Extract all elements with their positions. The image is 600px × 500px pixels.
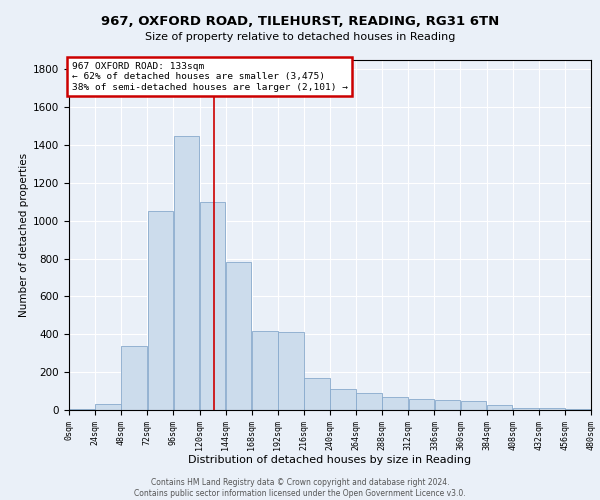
Bar bbox=[69, 409, 95, 410]
Bar bbox=[461, 402, 487, 410]
Bar bbox=[434, 400, 460, 410]
X-axis label: Distribution of detached houses by size in Reading: Distribution of detached houses by size … bbox=[188, 456, 472, 466]
Bar bbox=[409, 398, 434, 410]
Bar bbox=[356, 393, 382, 410]
Bar bbox=[252, 330, 278, 410]
Bar bbox=[278, 332, 304, 410]
Bar bbox=[330, 389, 356, 410]
Text: 967, OXFORD ROAD, TILEHURST, READING, RG31 6TN: 967, OXFORD ROAD, TILEHURST, READING, RG… bbox=[101, 15, 499, 28]
Bar bbox=[173, 136, 199, 410]
Bar bbox=[487, 404, 512, 410]
Bar bbox=[539, 408, 565, 410]
Bar bbox=[565, 409, 591, 410]
Bar bbox=[382, 397, 408, 410]
Bar bbox=[513, 408, 539, 410]
Bar bbox=[200, 202, 226, 410]
Text: 967 OXFORD ROAD: 133sqm
← 62% of detached houses are smaller (3,475)
38% of semi: 967 OXFORD ROAD: 133sqm ← 62% of detache… bbox=[71, 62, 347, 92]
Bar bbox=[226, 262, 251, 410]
Bar bbox=[95, 404, 121, 410]
Text: Contains HM Land Registry data © Crown copyright and database right 2024.
Contai: Contains HM Land Registry data © Crown c… bbox=[134, 478, 466, 498]
Y-axis label: Number of detached properties: Number of detached properties bbox=[19, 153, 29, 317]
Bar bbox=[121, 346, 147, 410]
Bar bbox=[148, 212, 173, 410]
Text: Size of property relative to detached houses in Reading: Size of property relative to detached ho… bbox=[145, 32, 455, 42]
Bar bbox=[304, 378, 330, 410]
